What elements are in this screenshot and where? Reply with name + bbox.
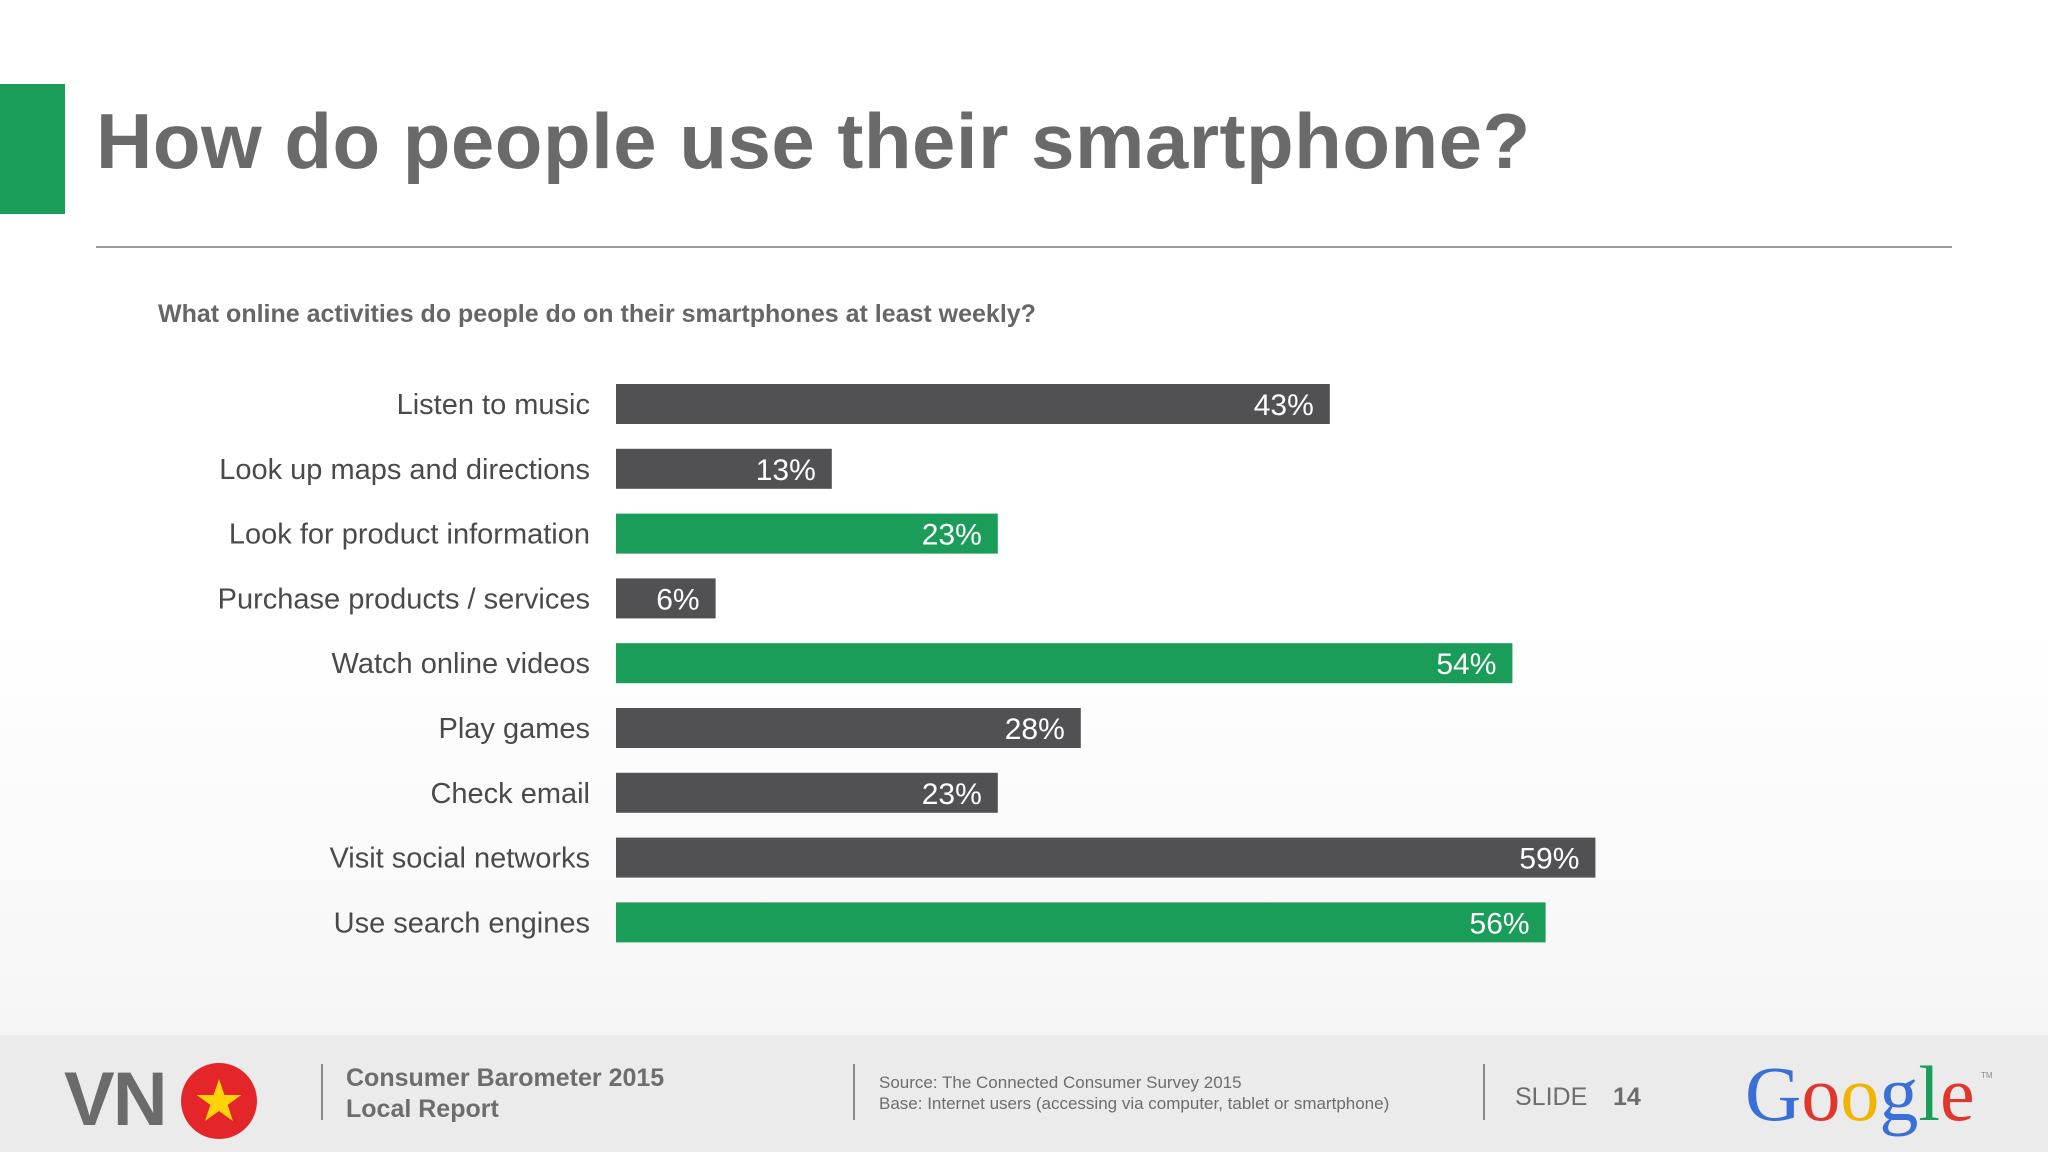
title-divider	[96, 246, 1952, 248]
bar	[616, 708, 1081, 748]
bar	[616, 448, 832, 489]
google-logo: Google TM	[1745, 1052, 1993, 1137]
value-label: 23%	[922, 519, 982, 552]
category-label: Look for product information	[229, 519, 590, 551]
report-title: Consumer Barometer 2015	[346, 1064, 665, 1092]
footer-separator	[853, 1064, 855, 1120]
footer-bar	[0, 1035, 2048, 1152]
value-label: 13%	[756, 454, 816, 487]
value-label: 59%	[1519, 843, 1579, 876]
category-label: Play games	[438, 713, 590, 745]
value-label: 28%	[1005, 713, 1065, 746]
bar-chart: Listen to music 43% Look up maps and direc…	[218, 384, 1596, 943]
category-label: Check email	[430, 778, 590, 810]
bar	[616, 643, 1513, 684]
category-label: Visit social networks	[329, 843, 590, 875]
country-code: VN	[64, 1057, 168, 1142]
bar	[616, 578, 716, 619]
footer-separator	[321, 1064, 323, 1120]
value-label: 54%	[1436, 648, 1496, 681]
vietnam-flag-icon	[181, 1063, 257, 1139]
title-accent-bar	[0, 84, 65, 214]
bar	[616, 772, 998, 813]
value-label: 6%	[656, 583, 699, 616]
google-logo-text: Google	[1745, 1052, 1975, 1137]
google-logo-tm: TM	[1981, 1071, 1993, 1080]
slide-number: 14	[1613, 1083, 1641, 1111]
value-label: 43%	[1254, 389, 1314, 422]
category-label: Use search engines	[334, 907, 590, 939]
page-title: How do people use their smartphone?	[96, 97, 1531, 185]
chart-question: What online activities do people do on t…	[158, 300, 1036, 328]
bar	[616, 837, 1596, 878]
base-note: Base: Internet users (accessing via comp…	[879, 1094, 1390, 1113]
category-label: Watch online videos	[332, 648, 590, 680]
category-label: Listen to music	[397, 389, 590, 421]
bar	[616, 384, 1330, 424]
bar	[616, 513, 998, 554]
footer-separator	[1483, 1064, 1485, 1120]
value-label: 56%	[1470, 907, 1530, 940]
slide-label: SLIDE	[1515, 1083, 1588, 1111]
source-note: Source: The Connected Consumer Survey 20…	[879, 1073, 1242, 1092]
category-label: Purchase products / services	[218, 583, 590, 615]
report-subtitle: Local Report	[346, 1095, 499, 1123]
category-label: Look up maps and directions	[219, 454, 590, 486]
value-label: 23%	[922, 778, 982, 811]
bar	[616, 902, 1546, 943]
